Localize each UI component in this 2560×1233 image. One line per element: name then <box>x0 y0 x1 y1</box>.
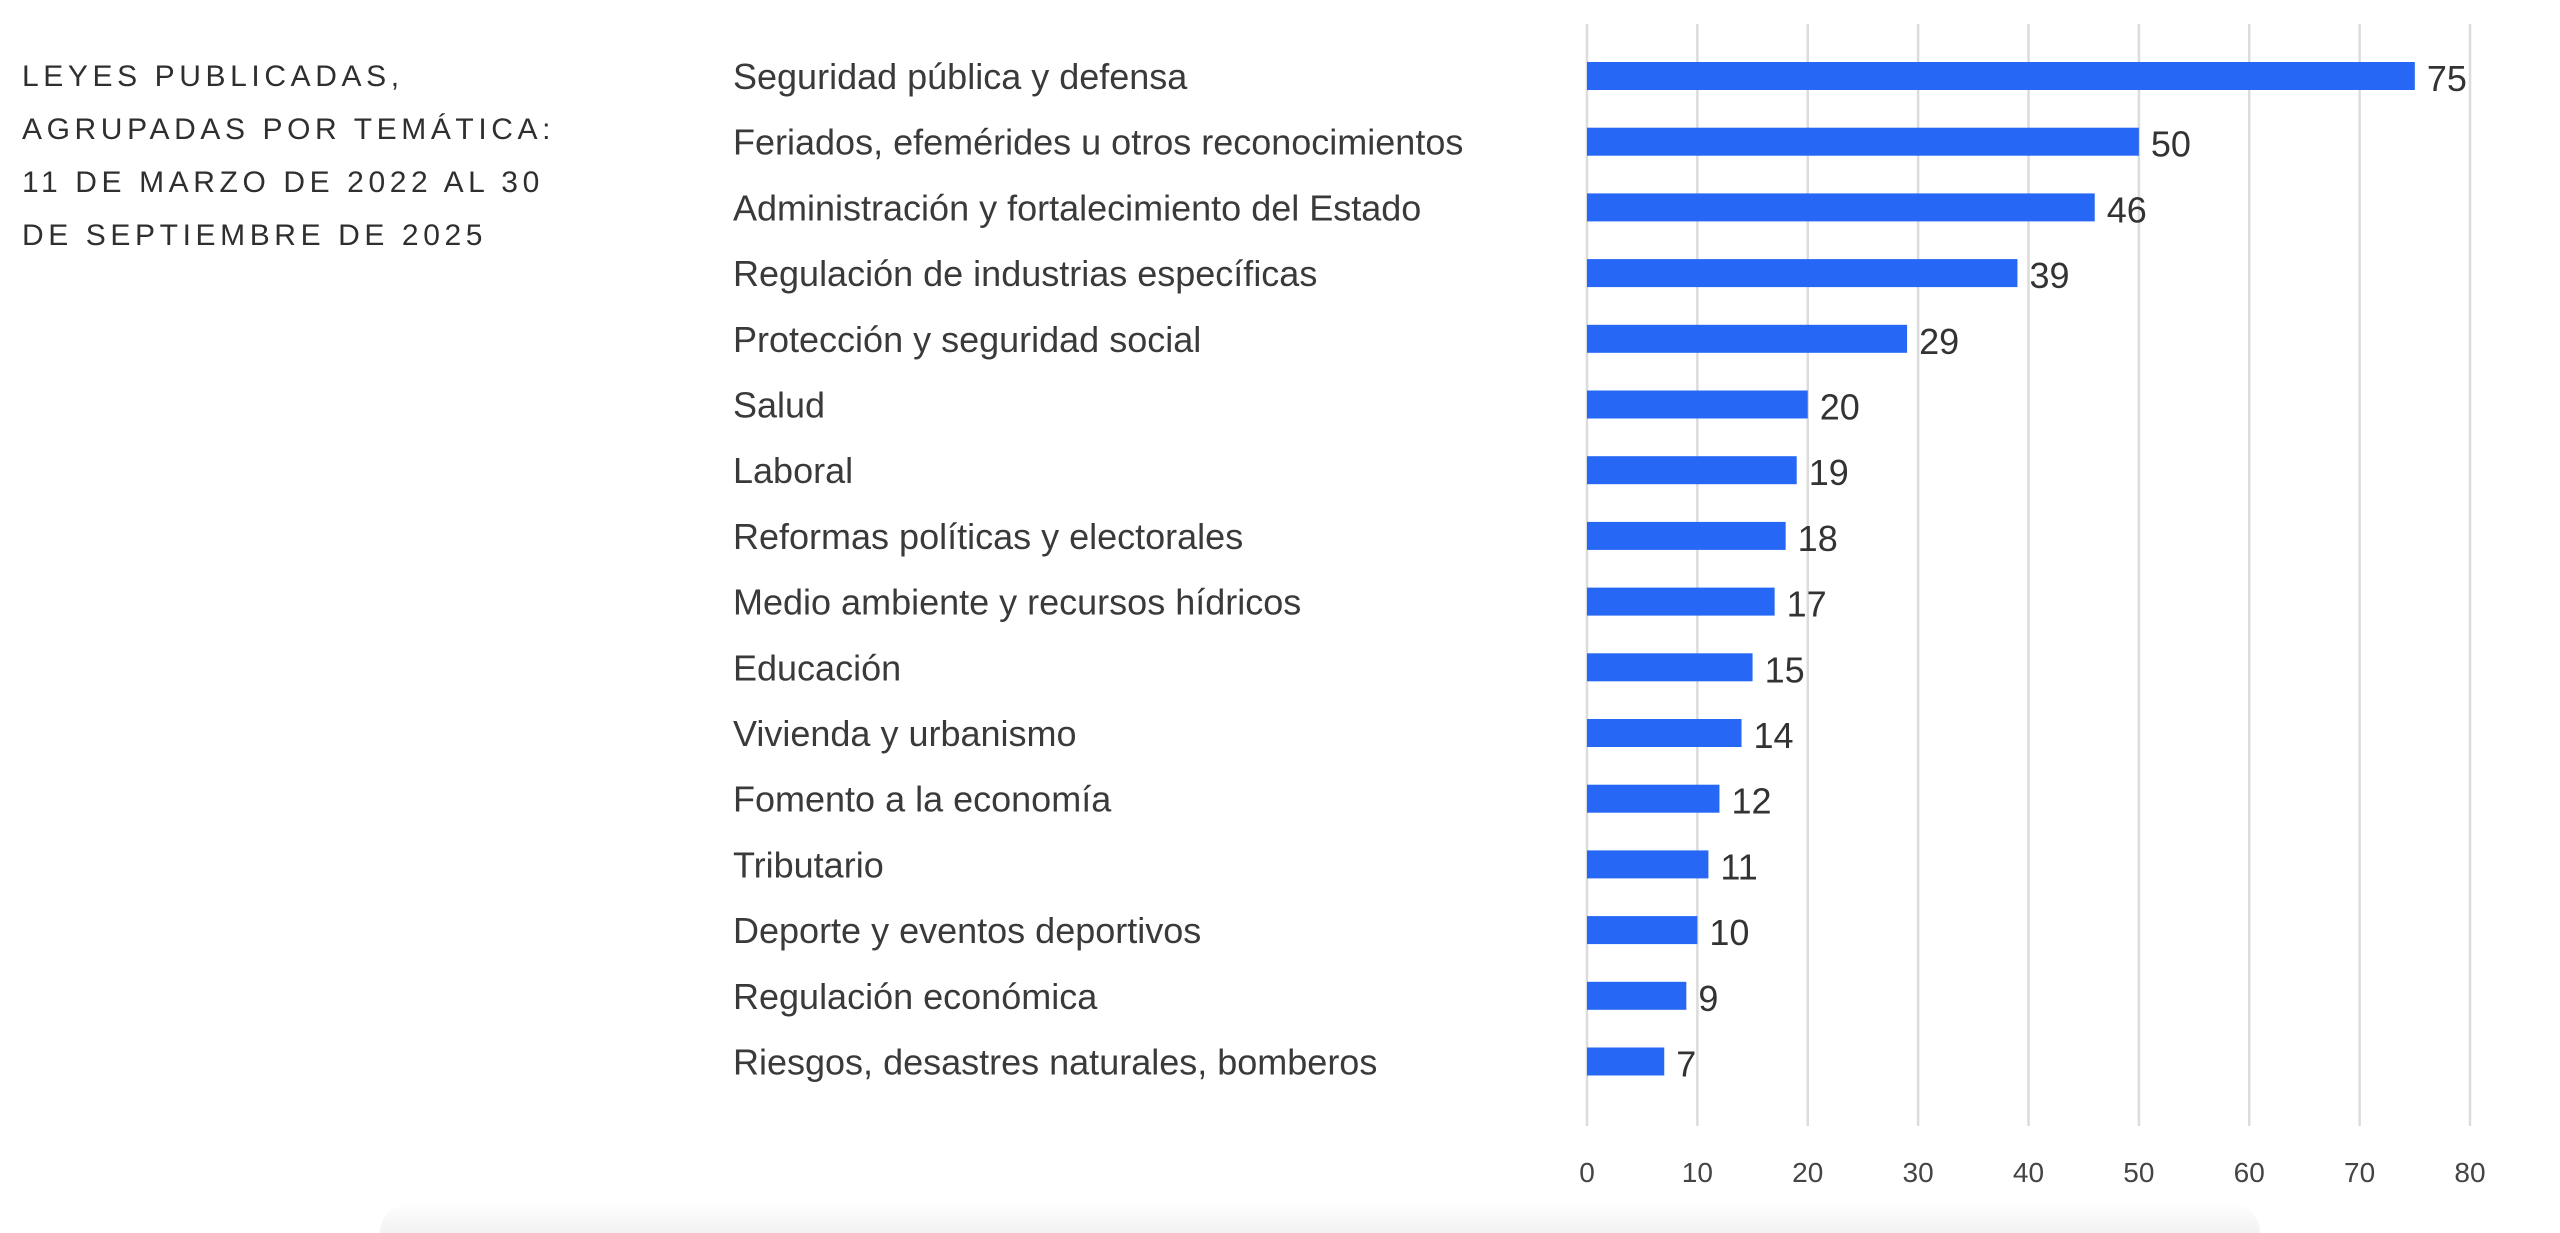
category-label: Riesgos, desastres naturales, bomberos <box>733 1042 1377 1083</box>
bar <box>1587 850 1709 879</box>
bar <box>1587 521 1786 550</box>
x-tick-label: 20 <box>1792 1157 1823 1188</box>
bars <box>1587 62 2415 1076</box>
category-label: Medio ambiente y recursos hídricos <box>733 582 1301 623</box>
category-label: Vivienda y urbanismo <box>733 713 1077 754</box>
x-tick-label: 60 <box>2234 1157 2265 1188</box>
bar <box>1587 1047 1665 1076</box>
x-tick-label: 70 <box>2344 1157 2375 1188</box>
data-label: 20 <box>1820 387 1860 428</box>
category-label: Administración y fortalecimiento del Est… <box>733 187 1421 228</box>
category-label: Regulación económica <box>733 976 1098 1017</box>
chart-title-line-3: 11 DE MARZO DE 2022 AL 30 <box>22 166 544 199</box>
bar <box>1587 587 1775 616</box>
data-label: 10 <box>1709 912 1749 953</box>
data-label: 39 <box>2029 255 2069 296</box>
category-label: Fomento a la economía <box>733 779 1112 820</box>
chart-title: LEYES PUBLICADAS, AGRUPADAS POR TEMÁTICA… <box>22 50 662 262</box>
data-label: 14 <box>1754 715 1794 756</box>
category-labels: Seguridad pública y defensa Feriados, efe… <box>733 56 1463 1083</box>
data-label: 18 <box>1798 518 1838 559</box>
data-label: 19 <box>1809 452 1849 493</box>
category-label: Feriados, efemérides u otros reconocimie… <box>733 122 1463 163</box>
category-label: Laboral <box>733 450 853 491</box>
bottom-shadow <box>380 1203 2260 1233</box>
bar <box>1587 259 2018 288</box>
bar <box>1587 62 2415 90</box>
x-tick-label: 80 <box>2454 1157 2485 1188</box>
data-label: 75 <box>2427 58 2467 99</box>
data-label: 50 <box>2151 124 2191 165</box>
data-label: 7 <box>1676 1044 1696 1085</box>
bar <box>1587 193 2095 222</box>
category-label: Salud <box>733 385 825 426</box>
x-tick-label: 10 <box>1682 1157 1713 1188</box>
data-label: 9 <box>1698 978 1718 1019</box>
category-label: Deporte y eventos deportivos <box>733 910 1201 951</box>
bar <box>1587 916 1698 945</box>
chart-title-line-4: DE SEPTIEMBRE DE 2025 <box>22 219 488 252</box>
bar <box>1587 456 1797 485</box>
category-label: Protección y seguridad social <box>733 319 1201 360</box>
bar <box>1587 324 1908 353</box>
bar <box>1587 719 1742 747</box>
chart-title-line-1: LEYES PUBLICADAS, <box>22 60 404 93</box>
bar <box>1587 653 1753 682</box>
bar <box>1587 127 2139 156</box>
gridlines <box>1585 24 2472 1126</box>
category-label: Tributario <box>733 844 884 885</box>
x-tick-label: 40 <box>2013 1157 2044 1188</box>
x-tick-label: 50 <box>2123 1157 2154 1188</box>
data-label: 12 <box>1731 781 1771 822</box>
chart-title-line-2: AGRUPADAS POR TEMÁTICA: <box>22 113 556 146</box>
category-label: Reformas políticas y electorales <box>733 516 1243 557</box>
data-label: 11 <box>1720 846 1757 887</box>
x-tick-label: 30 <box>1903 1157 1934 1188</box>
data-label: 17 <box>1787 584 1827 625</box>
data-label: 29 <box>1919 321 1959 362</box>
x-axis-tick-labels: 0 10 20 30 40 50 60 70 80 <box>1579 1157 2485 1188</box>
x-tick-label: 0 <box>1579 1157 1595 1188</box>
bar <box>1587 390 1808 419</box>
category-label: Seguridad pública y defensa <box>733 56 1188 97</box>
category-label: Regulación de industrias específicas <box>733 253 1317 294</box>
category-label: Educación <box>733 647 901 688</box>
data-label: 46 <box>2107 189 2147 230</box>
data-label: 15 <box>1765 649 1805 690</box>
bar <box>1587 784 1720 813</box>
bar <box>1587 981 1687 1010</box>
